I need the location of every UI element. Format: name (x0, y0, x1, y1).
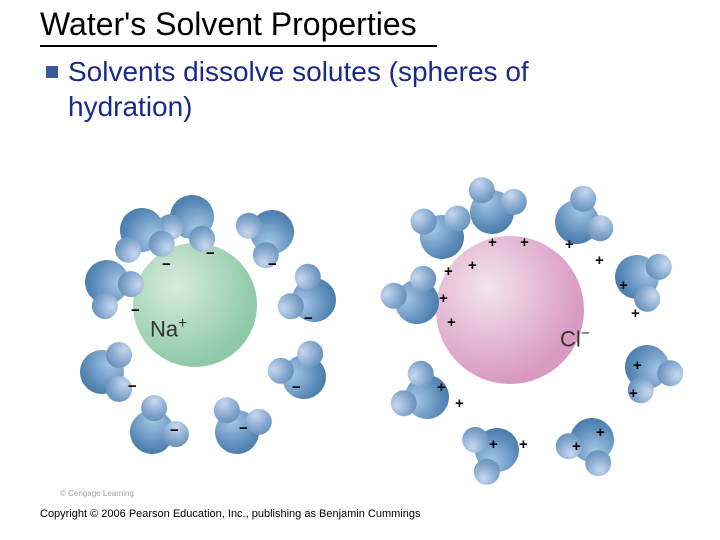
hydration-diagram: Na+−−−−−−−−−Cl−++++++++++++++++++ (0, 160, 720, 490)
water-molecule: ++ (555, 200, 607, 252)
partial-charge: + (565, 236, 574, 253)
bullet-item: Solvents dissolve solutes (spheres of hy… (46, 54, 628, 124)
partial-charge: + (447, 314, 456, 331)
partial-charge: + (439, 290, 448, 307)
partial-charge: + (629, 385, 638, 402)
partial-charge: + (520, 234, 529, 251)
water-molecule: ++ (420, 215, 472, 267)
partial-charge: + (455, 395, 464, 412)
partial-charge: + (444, 263, 453, 280)
partial-charge: + (489, 436, 498, 453)
water-molecule: ++ (615, 255, 667, 307)
partial-charge: + (468, 257, 477, 274)
water-molecule: ++ (395, 280, 447, 332)
partial-charge: + (631, 305, 640, 322)
water-molecule: ++ (470, 190, 522, 242)
ion-label: Cl− (560, 325, 590, 352)
bullet-square (46, 66, 58, 78)
partial-charge: + (437, 379, 446, 396)
partial-charge: + (572, 438, 581, 455)
bullet-text: Solvents dissolve solutes (spheres of hy… (68, 54, 628, 124)
partial-charge: + (519, 436, 528, 453)
water-molecule: ++ (570, 418, 622, 470)
attribution-text: © Cengage Learning (60, 489, 134, 498)
partial-charge: + (596, 424, 605, 441)
water-molecule: ++ (475, 428, 527, 480)
page-title: Water's Solvent Properties (40, 6, 437, 47)
water-molecule: ++ (625, 345, 677, 397)
partial-charge: + (488, 234, 497, 251)
bullet-prefix: Solvents (68, 56, 175, 87)
water-molecule: ++ (405, 375, 457, 427)
partial-charge: + (633, 357, 642, 374)
partial-charge: + (595, 252, 604, 269)
partial-charge: + (619, 277, 628, 294)
copyright-text: Copyright © 2006 Pearson Education, Inc.… (40, 508, 420, 520)
